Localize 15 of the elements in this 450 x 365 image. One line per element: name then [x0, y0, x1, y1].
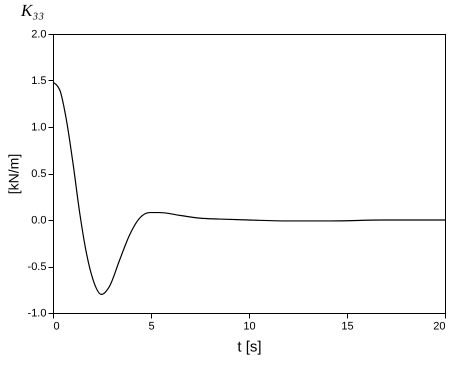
x-axis-title: t [s]: [237, 338, 262, 356]
y-tick-label: 0.5: [31, 168, 46, 180]
y-tick-label: 0.0: [31, 214, 46, 226]
x-tick-label: 0: [54, 320, 60, 332]
x-tick-label: 20: [433, 320, 446, 332]
y-axis-title: [kN/m]: [6, 154, 22, 194]
x-tick-label: 15: [341, 320, 354, 332]
y-tick-label: -1.0: [28, 308, 46, 320]
x-tick-label: 5: [148, 320, 155, 332]
chart-title: K₃₃: [20, 1, 44, 20]
y-tick-label: 1.0: [31, 122, 46, 134]
y-tick-label: -0.5: [28, 261, 46, 273]
x-tick-label: 10: [243, 320, 256, 332]
y-tick-label: 2.0: [31, 28, 46, 40]
y-tick-label: 1.5: [31, 75, 46, 87]
